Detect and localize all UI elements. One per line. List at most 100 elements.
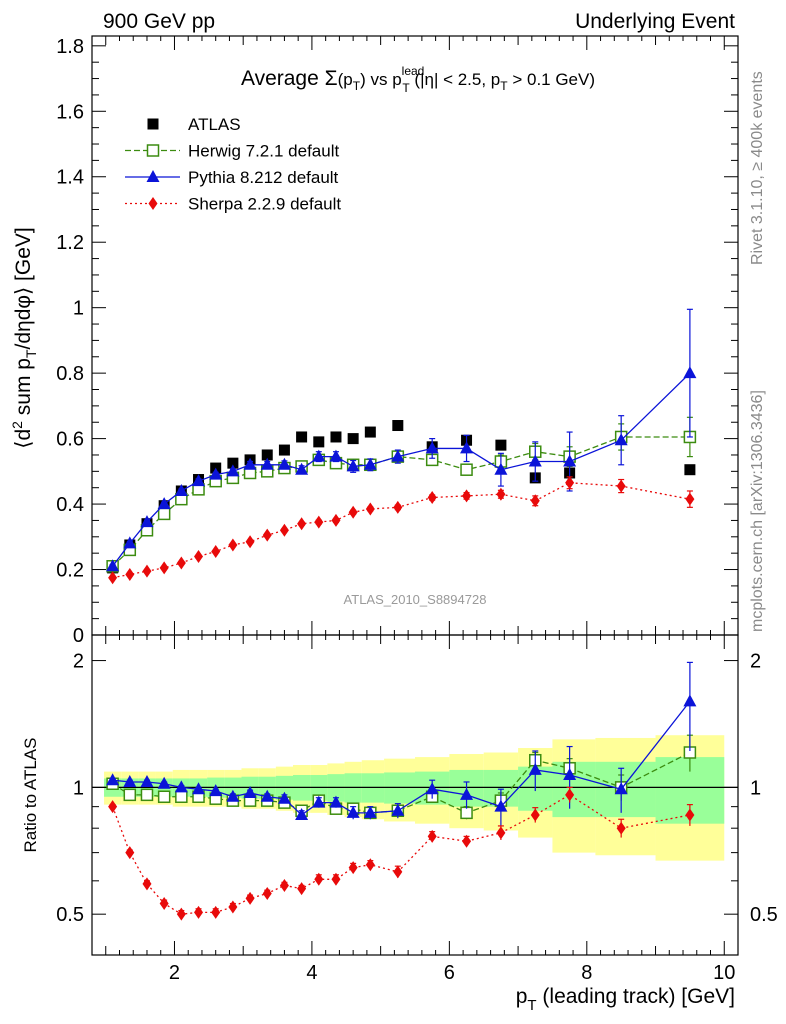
herwig-7-2-1-default-ratio-point bbox=[157, 790, 171, 804]
main-y-tick-label: 1.4 bbox=[56, 167, 84, 189]
pythia-8-212-default-ratio-point bbox=[460, 787, 474, 800]
pythia-8-212-default-point bbox=[425, 441, 439, 454]
sherpa-2-2-9-default-ratio-point bbox=[245, 891, 255, 905]
legend-marker-sherpa-2-2-9-default bbox=[148, 197, 158, 210]
pythia-8-212-default-point bbox=[329, 449, 343, 462]
pythia-8-212-default-point bbox=[346, 459, 360, 472]
x-axis-label: pT (leading track) [GeV] bbox=[516, 985, 735, 1014]
sherpa-2-2-9-default-ratio-point bbox=[125, 846, 135, 860]
herwig-7-2-1-default-ratio-line bbox=[112, 751, 691, 814]
pythia-8-212-default-ratio-point bbox=[563, 767, 577, 780]
main-y-tick-label: 1 bbox=[73, 298, 84, 320]
sherpa-2-2-9-default-ratio-point bbox=[393, 865, 403, 879]
pythia-8-212-default-point bbox=[140, 515, 154, 528]
herwig-7-2-1-default-ratio-point bbox=[123, 788, 137, 802]
sherpa-2-2-9-default-point bbox=[348, 505, 358, 519]
pythia-8-212-default-point bbox=[391, 449, 405, 462]
sherpa-2-2-9-default-ratio-point bbox=[176, 907, 186, 921]
pythia-8-212-default-point bbox=[123, 536, 137, 549]
atlas-point bbox=[227, 457, 239, 469]
pythia-8-212-default-point bbox=[243, 457, 257, 470]
pythia-8-212-default-point bbox=[614, 433, 628, 446]
pythia-8-212-default-point bbox=[683, 366, 697, 379]
x-tick-label: 8 bbox=[581, 962, 592, 984]
main-y-tick-label: 0.2 bbox=[56, 560, 84, 582]
sherpa-2-2-9-default-ratio-point bbox=[211, 905, 221, 919]
sherpa-2-2-9-default-line bbox=[112, 482, 691, 579]
atlas-point bbox=[296, 431, 308, 443]
atlas-point bbox=[278, 444, 290, 456]
ratio-y-tick-label-right: 1 bbox=[750, 777, 761, 799]
atlas-point bbox=[313, 436, 325, 448]
sherpa-2-2-9-default-point bbox=[108, 571, 118, 585]
herwig-7-2-1-default-point bbox=[460, 463, 473, 476]
sherpa-2-2-9-default-ratio-point bbox=[142, 877, 152, 891]
x-tick-label: 6 bbox=[444, 962, 455, 984]
sherpa-2-2-9-default-ratio-point bbox=[530, 808, 540, 822]
ratio-plot-panel: 2 4 6 8 10 0.5 0.5 1 1 2 2 bbox=[56, 634, 778, 984]
pythia-8-212-default-point bbox=[157, 497, 171, 510]
sherpa-2-2-9-default-point bbox=[159, 561, 169, 575]
pythia-8-212-default-point bbox=[226, 464, 240, 477]
pythia-8-212-default-point bbox=[277, 457, 291, 470]
sherpa-2-2-9-default-point bbox=[245, 535, 255, 549]
sherpa-2-2-9-default-ratio-point bbox=[348, 861, 358, 875]
ratio-y-tick-label: 2 bbox=[73, 651, 84, 673]
sherpa-2-2-9-default-point bbox=[427, 491, 437, 505]
sherpa-2-2-9-default-ratio-point bbox=[194, 905, 204, 919]
sherpa-2-2-9-default-ratio-point bbox=[565, 788, 575, 802]
sherpa-2-2-9-default-ratio-point bbox=[314, 872, 324, 886]
pythia-8-212-default-ratio-point bbox=[683, 694, 697, 707]
pythia-8-212-default-ratio-point bbox=[363, 805, 377, 818]
atlas-point bbox=[364, 426, 376, 438]
pythia-8-212-default-point bbox=[295, 462, 309, 475]
legend-marker-herwig-7-2-1-default bbox=[146, 144, 160, 157]
main-y-tick-label: 0.4 bbox=[56, 494, 84, 516]
sherpa-2-2-9-default-point bbox=[279, 523, 289, 537]
header-left: 900 GeV pp bbox=[103, 10, 215, 33]
sherpa-2-2-9-default-point bbox=[176, 556, 186, 570]
sherpa-2-2-9-default-point bbox=[262, 528, 272, 542]
sherpa-2-2-9-default-point bbox=[393, 500, 403, 514]
sherpa-2-2-9-default-point bbox=[530, 494, 540, 508]
atlas-point bbox=[261, 449, 273, 461]
pythia-8-212-default-point bbox=[528, 454, 542, 467]
sherpa-2-2-9-default-point bbox=[194, 549, 204, 563]
sherpa-2-2-9-default-ratio-point bbox=[297, 882, 307, 896]
x-tick-label: 4 bbox=[306, 962, 317, 984]
sherpa-2-2-9-default-point bbox=[685, 492, 695, 506]
pythia-8-212-default-point bbox=[106, 559, 120, 572]
pythia-8-212-default-ratio-point bbox=[209, 784, 223, 797]
sherpa-2-2-9-default-ratio-point bbox=[108, 800, 118, 814]
mcplots-reference-text: mcplots.cern.ch [arXiv:1306.3436] bbox=[749, 390, 766, 632]
pythia-8-212-default-ratio-point bbox=[329, 795, 343, 808]
legend-label-herwig-7-2-1-default: Herwig 7.2.1 default bbox=[188, 142, 339, 161]
pythia-8-212-default-ratio-point bbox=[425, 782, 439, 795]
legend-label-pythia-8-212-default: Pythia 8.212 default bbox=[188, 168, 339, 187]
pythia-8-212-default-point bbox=[209, 467, 223, 480]
pythia-8-212-default-point bbox=[494, 462, 508, 475]
sherpa-2-2-9-default-point bbox=[365, 502, 375, 516]
ratio-y-tick-label: 0.5 bbox=[56, 904, 84, 926]
herwig-7-2-1-default-ratio-point bbox=[460, 806, 473, 820]
header-right: Underlying Event bbox=[575, 10, 735, 33]
ratio-y-tick-label-right: 0.5 bbox=[750, 904, 778, 926]
sherpa-2-2-9-default-point bbox=[125, 567, 135, 581]
legend-label-sherpa-2-2-9-default: Sherpa 2.2.9 default bbox=[188, 195, 341, 214]
pythia-8-212-default-point bbox=[312, 449, 326, 462]
pythia-8-212-default-ratio-point bbox=[243, 785, 257, 798]
pythia-8-212-default-point bbox=[174, 483, 188, 496]
pythia-8-212-default-ratio-point bbox=[192, 782, 206, 795]
atlas-point bbox=[330, 431, 342, 443]
sherpa-2-2-9-default-ratio-point bbox=[262, 886, 272, 900]
pythia-8-212-default-ratio-point bbox=[157, 776, 171, 789]
sherpa-2-2-9-default-ratio-point bbox=[462, 834, 472, 848]
atlas-point bbox=[392, 420, 404, 432]
main-y-tick-label: 0.8 bbox=[56, 363, 84, 385]
main-plot-panel: 0 0.2 0.4 0.6 0.8 1 1.2 1.4 1.6 1.8 bbox=[56, 35, 739, 649]
sherpa-2-2-9-default-ratio-point bbox=[159, 897, 169, 911]
analysis-tag: ATLAS_2010_S8894728 bbox=[344, 592, 487, 607]
herwig-7-2-1-default-ratio-point bbox=[175, 790, 188, 804]
sherpa-2-2-9-default-ratio-point bbox=[365, 858, 375, 872]
main-y-tick-label: 1.6 bbox=[56, 101, 84, 123]
